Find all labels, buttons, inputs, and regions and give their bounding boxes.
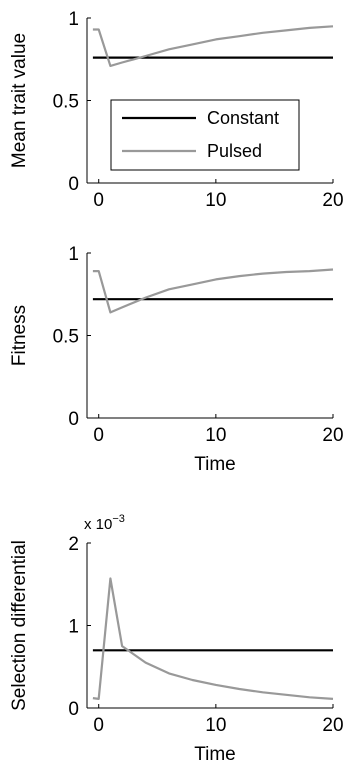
y-tick-label: 0 (68, 174, 79, 195)
scale-multiplier-base: x 10 (84, 516, 112, 533)
scale-multiplier: x 10−3 (84, 513, 125, 533)
x-tick-label: 20 (322, 190, 343, 211)
x-tick-label: 10 (205, 190, 226, 211)
y-axis-label: Mean trait value (9, 33, 30, 168)
legend-label-pulsed: Pulsed (207, 141, 262, 161)
x-axis-label: Time (194, 454, 236, 475)
series-line-pulsed (92, 268, 334, 314)
y-tick-label: 0.5 (53, 327, 79, 348)
y-tick-label: 0 (68, 409, 79, 430)
x-tick-label: 20 (322, 425, 343, 446)
legend: Constant Pulsed (110, 99, 300, 171)
series-line-pulsed (92, 25, 334, 68)
x-tick-label: 10 (205, 715, 226, 736)
legend-box (110, 99, 300, 171)
y-tick-label: 0 (68, 699, 79, 720)
y-tick-label: 2 (68, 534, 79, 555)
x-tick-label: 0 (93, 715, 104, 736)
y-axis-label: Fitness (9, 305, 30, 366)
x-tick-label: 20 (322, 715, 343, 736)
y-tick-label: 1 (68, 617, 79, 638)
series-line-pulsed (92, 577, 334, 701)
x-tick-label: 10 (205, 425, 226, 446)
y-tick-label: 0.5 (53, 92, 79, 113)
panel-2: 0 10 20 0 0.5 1 Fitness Time (9, 244, 344, 475)
x-tick-label: 0 (93, 425, 104, 446)
legend-label-constant: Constant (207, 108, 279, 128)
scale-multiplier-exponent: −3 (112, 513, 125, 525)
y-tick-label: 1 (68, 244, 79, 265)
y-axis-label: Selection differential (9, 540, 30, 711)
x-axis-label: Time (194, 744, 236, 765)
x-tick-label: 0 (93, 190, 104, 211)
panel-1: 0 10 20 0 0.5 1 Mean trait value Constant Pulsed (9, 9, 344, 211)
y-tick-label: 1 (68, 9, 79, 30)
panel-3: 0 10 20 0 1 2 Selection differential Time x 10−3 (9, 513, 344, 765)
